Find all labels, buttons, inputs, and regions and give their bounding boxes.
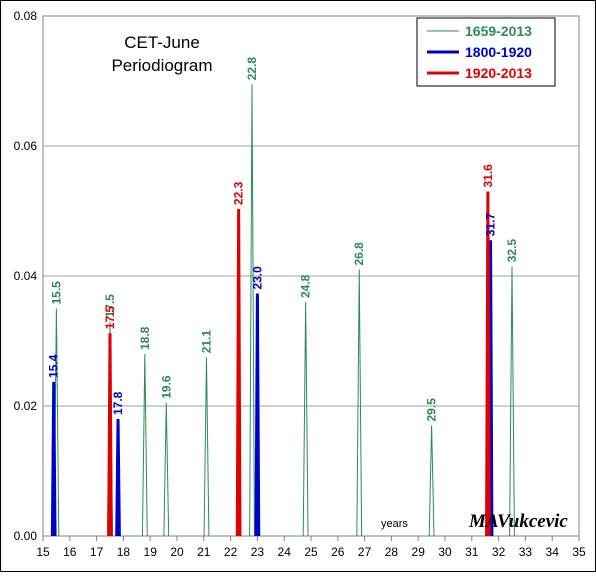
series-marks <box>50 84 515 537</box>
peak-1659-2013-18.8 <box>141 353 148 537</box>
peak-1920-2013-22.3 <box>235 209 242 537</box>
x-tick-label: 16 <box>63 545 77 559</box>
x-tick-label: 21 <box>197 545 211 559</box>
peak-label: 23.0 <box>250 266 264 290</box>
legend-label: 1800-1920 <box>465 44 532 60</box>
peak-1920-2013-31.6 <box>485 191 491 537</box>
x-tick-label: 32 <box>492 545 506 559</box>
peak-label: 17.5 <box>103 306 117 330</box>
peak-label: 31.7 <box>484 213 498 237</box>
legend-label: 1920-2013 <box>465 65 532 81</box>
peak-1659-2013-29.5 <box>428 425 435 537</box>
x-tick-label: 22 <box>224 545 238 559</box>
x-tick-label: 17 <box>90 545 104 559</box>
x-tick-label: 29 <box>412 545 426 559</box>
peak-1659-2013-19.6 <box>163 402 170 537</box>
peak-1920-2013-17.5 <box>107 333 113 537</box>
peak-label: 31.6 <box>481 164 495 188</box>
x-tick-label: 24 <box>278 545 292 559</box>
peak-label: 18.8 <box>138 326 152 350</box>
peak-label: 32.5 <box>505 239 519 263</box>
legend-label: 1659-2013 <box>465 23 532 39</box>
x-tick-label: 28 <box>385 545 399 559</box>
y-tick-label: 0.08 <box>14 9 38 23</box>
peak-label: 17.8 <box>111 391 125 415</box>
x-axis-annotation: years <box>381 518 408 530</box>
x-tick-label: 25 <box>304 545 318 559</box>
peak-1800-1920-17.8 <box>115 418 121 537</box>
x-tick-label: 20 <box>170 545 184 559</box>
peak-labels: 15.5 17.5 18.8 19.6 21.1 22.8 24.8 26.8 29.5 32.5… <box>47 57 519 422</box>
y-tick-label: 0.02 <box>14 399 38 413</box>
axis-ticks: 0.00 0.02 0.04 0.06 0.08 15 16 17 18 19 20 21 22 23 24… <box>14 9 586 559</box>
peak-label: 22.8 <box>245 57 259 81</box>
peak-label: 22.3 <box>232 181 246 205</box>
legend: 1659-2013 1800-1920 1920-2013 <box>427 23 532 81</box>
y-tick-label: 0.04 <box>14 269 38 283</box>
peak-label: 26.8 <box>352 242 366 266</box>
peak-label: 24.8 <box>299 274 313 298</box>
peak-label: 15.4 <box>47 354 61 378</box>
x-tick-label: 23 <box>251 545 265 559</box>
x-tick-label: 31 <box>465 545 479 559</box>
x-tick-label: 18 <box>117 545 131 559</box>
peak-1659-2013-22.8 <box>249 84 255 537</box>
peak-label: 21.1 <box>199 330 213 354</box>
peak-label: 29.5 <box>425 398 439 422</box>
y-tick-label: 0.00 <box>14 529 38 543</box>
x-tick-label: 27 <box>358 545 372 559</box>
peak-label: 19.6 <box>159 375 173 399</box>
peak-1659-2013-24.8 <box>302 301 309 537</box>
peak-label: 15.5 <box>49 281 63 305</box>
author-signature: MAVukcevic <box>468 511 568 532</box>
peak-1800-1920-23.0 <box>254 293 261 537</box>
chart-title-line-1: CET-June <box>124 33 200 52</box>
peak-1659-2013-32.5 <box>509 266 515 537</box>
x-tick-label: 26 <box>331 545 345 559</box>
peak-1659-2013-26.8 <box>356 269 363 537</box>
x-tick-label: 33 <box>519 545 533 559</box>
peak-1659-2013-21.1 <box>203 357 210 537</box>
chart-title-line-2: Periodiogram <box>111 56 212 75</box>
y-tick-label: 0.06 <box>14 139 38 153</box>
peak-label: 17.5 <box>103 294 117 318</box>
x-tick-label: 15 <box>36 545 50 559</box>
x-tick-label: 34 <box>546 545 560 559</box>
x-tick-label: 19 <box>144 545 158 559</box>
x-tick-label: 30 <box>438 545 452 559</box>
peak-1800-1920-15.4 <box>50 381 57 537</box>
x-tick-label: 35 <box>572 545 586 559</box>
